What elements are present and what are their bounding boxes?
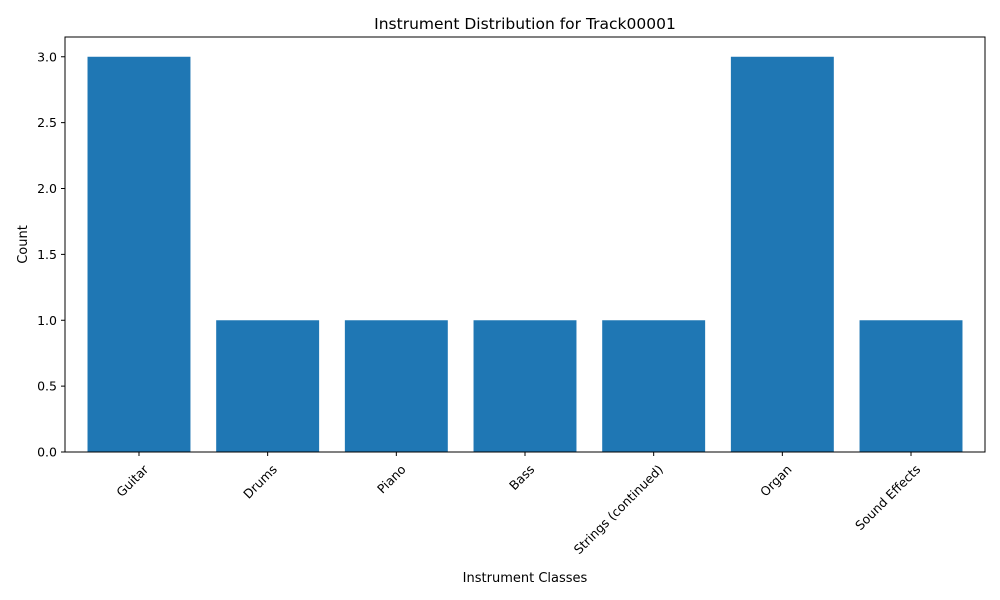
x-axis-title: Instrument Classes xyxy=(463,571,588,586)
bar-strings-continued xyxy=(602,320,706,452)
bar-bass xyxy=(473,320,577,452)
x-tick-label: Drums xyxy=(240,462,280,502)
bar-organ xyxy=(730,56,834,453)
plot-frame xyxy=(64,36,986,453)
x-tick-label: Sound Effects xyxy=(852,462,923,533)
chart-title: Instrument Distribution for Track00001 xyxy=(374,15,676,33)
bar-guitar xyxy=(87,56,191,453)
x-tick-label: Piano xyxy=(374,462,409,497)
x-axis-ticks: Guitar Drums Piano Bass Strings (continued) O… xyxy=(113,452,923,557)
x-tick-label: Bass xyxy=(506,462,537,493)
x-tick-label: Guitar xyxy=(113,461,152,500)
y-tick-label: 2.0 xyxy=(37,181,57,196)
y-tick-label: 1.5 xyxy=(37,247,57,262)
bar-sound-effects xyxy=(859,320,963,452)
y-tick-label: 2.5 xyxy=(37,115,57,130)
y-axis-title: Count xyxy=(16,225,31,264)
bar-drums xyxy=(216,320,320,452)
y-tick-label: 0.5 xyxy=(37,379,57,394)
bars-layer xyxy=(87,56,963,453)
x-tick-label: Strings (continued) xyxy=(571,462,666,557)
bar-piano xyxy=(344,320,448,452)
y-axis-ticks: 0.0 0.5 1.0 1.5 2.0 2.5 3.0 xyxy=(37,49,65,460)
y-tick-label: 0.0 xyxy=(37,445,57,460)
y-tick-label: 3.0 xyxy=(37,49,57,64)
y-tick-label: 1.0 xyxy=(37,313,57,328)
x-tick-label: Organ xyxy=(757,462,795,500)
